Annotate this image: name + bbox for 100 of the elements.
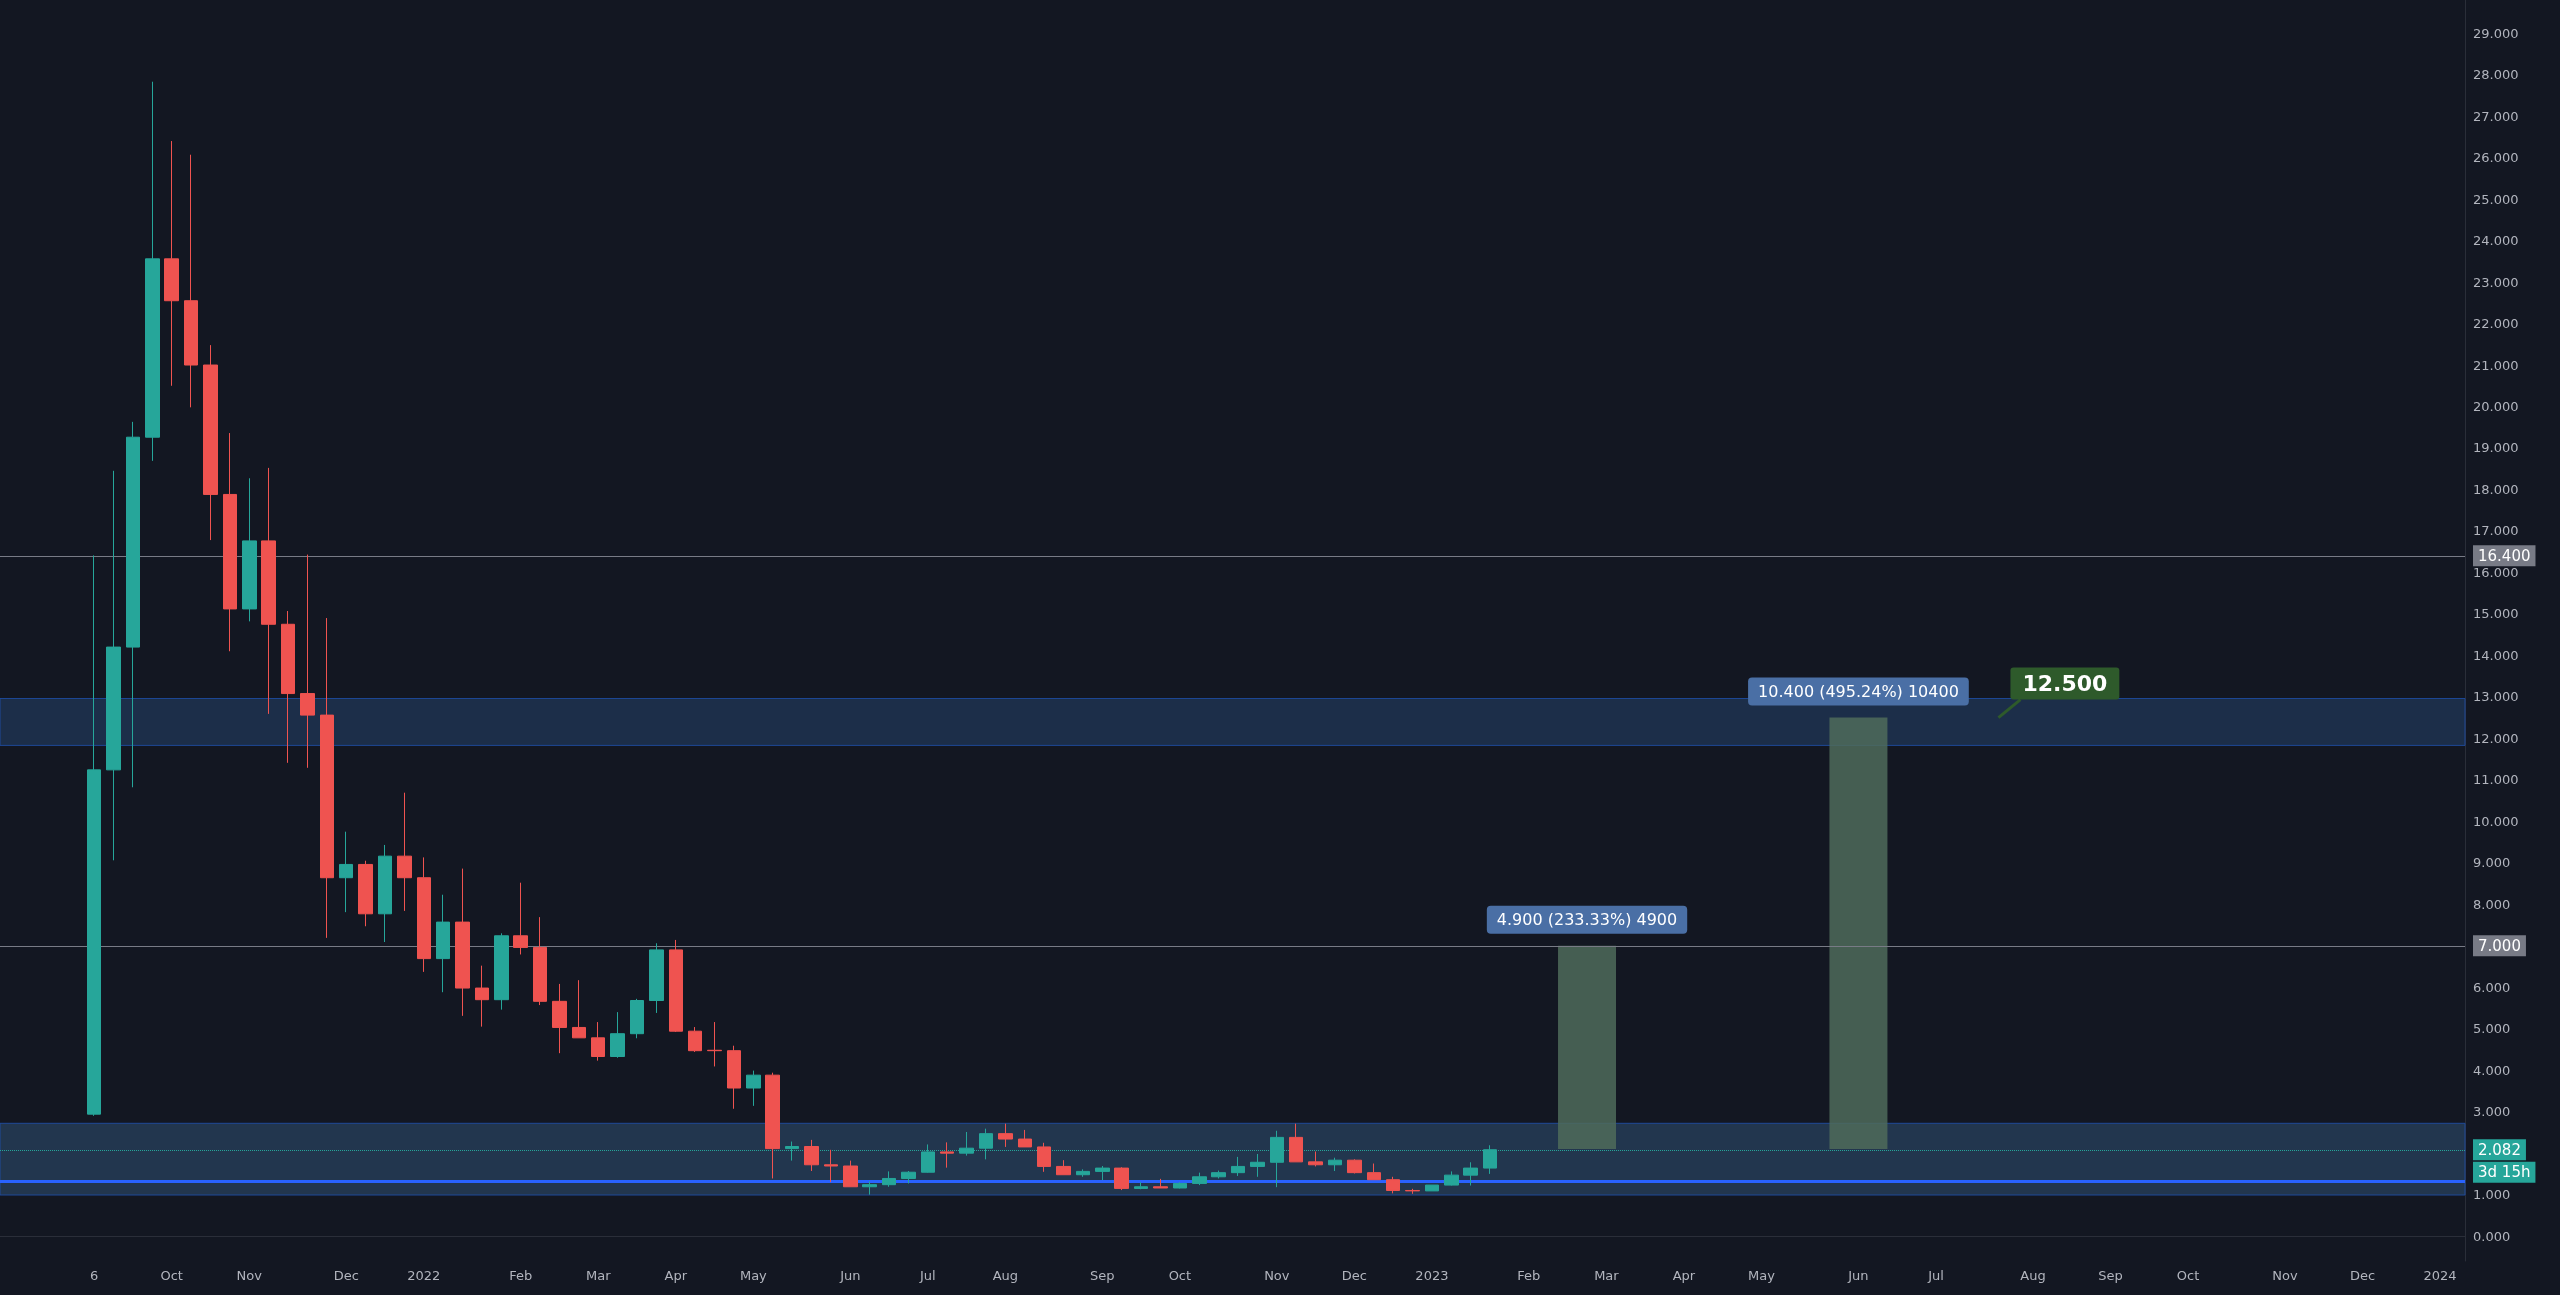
y-tick-label: 15.000: [2473, 606, 2519, 622]
candlestick: [494, 932, 509, 1011]
x-tick-label: Aug: [992, 1268, 1019, 1283]
candlestick: [1463, 1161, 1478, 1187]
candlestick: [455, 868, 470, 1017]
x-tick-label: 2023: [1415, 1268, 1449, 1283]
x-tick-label: Oct: [160, 1268, 183, 1283]
y-tick-label: 24.000: [2473, 233, 2519, 249]
y-tick-label: 5.000: [2473, 1021, 2511, 1037]
candlestick: [1405, 1188, 1420, 1195]
candlestick: [533, 916, 547, 1006]
candlestick: [436, 894, 450, 993]
x-tick-label: Jun: [839, 1268, 861, 1283]
candlestick: [1211, 1170, 1226, 1179]
x-tick-label: 2024: [2423, 1268, 2457, 1283]
y-tick-label: 25.000: [2473, 191, 2519, 207]
y-tick-label: 20.000: [2473, 399, 2519, 415]
candlestick: [882, 1170, 896, 1188]
candlestick: [998, 1123, 1013, 1148]
candlestick: [862, 1180, 877, 1196]
x-tick-label: Jun: [1847, 1268, 1869, 1283]
y-tick-label: 0.000: [2473, 1228, 2511, 1244]
candlestick: [475, 965, 489, 1028]
x-tick-label: Oct: [2176, 1268, 2200, 1283]
candlestick: [940, 1141, 954, 1169]
x-tick-label: Nov: [1264, 1268, 1290, 1283]
candlestick: [1231, 1156, 1245, 1177]
y-tick-label: 8.000: [2473, 896, 2511, 912]
candlestick: [397, 792, 412, 912]
annotation: 12.500: [2022, 671, 2108, 697]
candlestick: [417, 856, 431, 973]
text: 3d 15h: [2478, 1163, 2531, 1182]
x-tick-label: May: [739, 1268, 768, 1283]
candlestick: [1095, 1165, 1110, 1181]
x-tick-label: Mar: [585, 1268, 612, 1283]
candlestick: [126, 421, 140, 788]
y-tick-label: 10.000: [2473, 813, 2519, 829]
x-tick-label: Aug: [2020, 1268, 2046, 1283]
candlestick: [223, 432, 237, 652]
x-tick-label: Mar: [1594, 1268, 1620, 1283]
candlestick: [1386, 1176, 1400, 1194]
candlestick: [1425, 1184, 1439, 1192]
candlestick: [145, 81, 160, 462]
candlestick: [552, 983, 567, 1054]
candlestick: [1173, 1181, 1187, 1189]
candlestick: [765, 1072, 780, 1179]
y-tick-label: 18.000: [2473, 481, 2519, 497]
x-tick-label: Dec: [1341, 1268, 1367, 1283]
candlestick: [824, 1149, 838, 1183]
y-tick-label: 22.000: [2473, 316, 2519, 332]
x-tick-label: Feb: [1517, 1268, 1541, 1283]
x-tick-label: Dec: [333, 1268, 359, 1283]
candlestick: [688, 1026, 702, 1053]
y-tick-label: 23.000: [2473, 274, 2519, 290]
candlestick: [1153, 1178, 1168, 1189]
x-tick-label: May: [1748, 1268, 1776, 1283]
x-tick-label: Jul: [918, 1268, 936, 1283]
y-tick-label: 16.000: [2473, 564, 2519, 580]
candlestick: [164, 140, 179, 387]
candlestick: [630, 998, 644, 1039]
candlestick: [1308, 1150, 1323, 1167]
x-tick-label: Sep: [1090, 1268, 1115, 1283]
x-tick-label: 2022: [407, 1268, 441, 1283]
x-tick-label: Nov: [2272, 1268, 2298, 1283]
y-tick-label: 29.000: [2473, 25, 2519, 41]
y-tick-label: 4.000: [2473, 1062, 2511, 1078]
candlestick: [1134, 1181, 1148, 1190]
candlestick: [1444, 1170, 1459, 1187]
data-label: 10.400 (495.24%) 10400: [1758, 682, 1959, 702]
candlestick: [610, 1011, 625, 1059]
y-tick-label: 6.000: [2473, 979, 2511, 995]
candlestick: [1018, 1129, 1032, 1148]
candlestick: [300, 554, 315, 769]
candlestick: [1056, 1159, 1071, 1176]
candlestick: [901, 1170, 916, 1184]
candlestick: [378, 844, 392, 943]
y-tick-label: 28.000: [2473, 67, 2519, 83]
candlestick: [513, 882, 528, 955]
x-tick-label: 6: [90, 1268, 99, 1283]
candlestick: [669, 939, 683, 1033]
y-tick-label: 19.000: [2473, 440, 2519, 456]
y-tick-label: 13.000: [2473, 689, 2519, 705]
y-tick-label: 3.000: [2473, 1104, 2511, 1120]
y-tick-label: 26.000: [2473, 150, 2519, 166]
x-tick-label: Feb: [509, 1268, 533, 1283]
y-tick-label: 1.000: [2473, 1187, 2511, 1203]
x-tick-label: Sep: [2098, 1268, 2123, 1283]
y-tick-label: 14.000: [2473, 647, 2519, 663]
candlestick: [1289, 1123, 1303, 1163]
candlestick: [572, 979, 586, 1039]
candlestick: [804, 1139, 819, 1172]
candlestick: [106, 470, 121, 861]
candlestick: [339, 831, 353, 913]
candlestick: [184, 154, 198, 408]
y-tick-label: 11.000: [2473, 772, 2519, 788]
data-label: 4.900 (233.33%) 4900: [1496, 910, 1678, 930]
candlestick: [87, 554, 101, 1117]
candlestick: [358, 860, 373, 927]
y-tick-label: 12.000: [2473, 730, 2519, 746]
x-tick-label: Oct: [1168, 1268, 1192, 1283]
